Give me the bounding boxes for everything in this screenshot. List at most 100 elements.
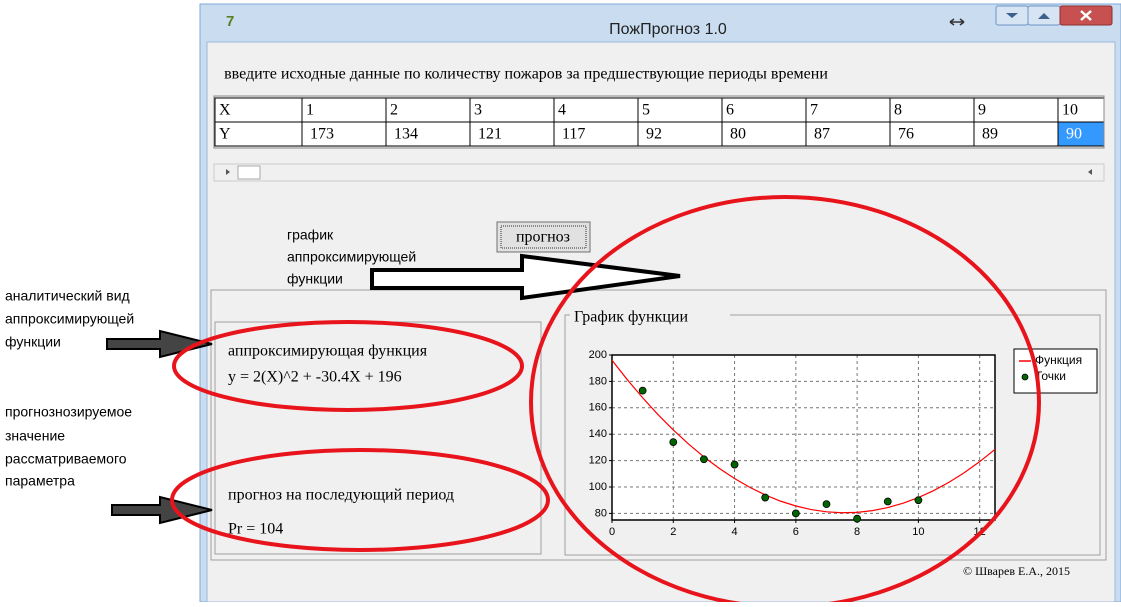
formula-heading: аппроксимирующая функция [228,343,428,360]
cell-text: 10 [1062,102,1078,119]
grid-cell[interactable] [214,121,303,147]
data-point [853,514,862,523]
annotation-line: рассматриваемого [5,451,127,467]
chart-title: График функции [574,309,688,326]
y-tick-label: 200 [589,349,607,361]
scroll-right[interactable] [1088,169,1092,175]
cell-text: 9 [978,102,986,119]
cell-text: 117 [562,126,585,143]
cell-text: 90 [1066,126,1082,143]
grid-cell[interactable] [805,97,891,123]
cell-text: 1 [306,102,314,119]
grid-cell[interactable] [973,97,1059,123]
highlight-ellipse [529,195,1041,607]
y-tick-label: 160 [589,402,607,414]
grid-cell[interactable] [553,121,639,147]
cell-text: 173 [310,126,334,143]
x-tick-label: 4 [731,526,737,538]
grid-cell[interactable] [469,97,555,123]
grid-cell[interactable] [721,121,807,147]
cell-text: X [219,102,231,119]
x-tick-label: 6 [793,526,799,538]
x-tick-label: 8 [854,526,860,538]
button-focus [500,225,587,249]
cell-text: 92 [646,126,662,143]
maximize-glyph [1038,13,1050,19]
grid-cell[interactable] [301,97,387,123]
cell-text: 76 [898,126,914,143]
annotation-line: значение [5,428,65,444]
scrollbar[interactable] [213,163,1105,182]
grid-border [213,95,1105,149]
y-tick-label: 80 [595,507,607,519]
x-tick-label: 2 [670,526,676,538]
grid-cell[interactable] [1057,97,1121,123]
plot-border [611,354,996,521]
caption-line: функции [287,271,343,287]
grid-cell[interactable] [889,121,975,147]
annotation-line: прогнознозируемое [5,404,132,420]
button-label[interactable]: прогноз [516,229,570,246]
legend [1013,348,1098,394]
grid-cell[interactable] [385,121,471,147]
y-tick-label: 100 [589,481,607,493]
lower-panel [210,289,1107,561]
function-line [611,359,996,514]
instruction: введите исходные данные по количеству по… [224,66,828,83]
legend-label: Точки [1035,369,1066,383]
grid-cell[interactable] [721,97,807,123]
grid-cell[interactable] [301,121,387,147]
y-tick-label: 180 [589,375,607,387]
cell-text: 8 [894,102,902,119]
cell-text: 5 [642,102,650,119]
legend-label: Функция [1035,353,1082,367]
app-icon: 7 [226,13,234,30]
data-point [791,509,800,518]
cell-text: 2 [390,102,398,119]
grid-cell[interactable] [637,121,723,147]
cell-text: 87 [814,126,830,143]
grid-cell[interactable] [637,97,723,123]
cell-text: 121 [478,126,502,143]
chart-title-bg [570,306,730,324]
data-point [822,500,831,509]
arrow [370,253,681,301]
data-point [914,496,923,505]
cell-text: 134 [394,126,418,143]
annotation-line: параметра [5,473,75,489]
forecast-value: Pr = 104 [228,521,283,538]
x-tick-label: 0 [609,526,615,538]
forecast-button[interactable] [496,221,591,253]
scroll-left[interactable] [226,169,230,175]
grid-cell[interactable] [1057,121,1121,147]
annotation-line: аналитический вид [5,288,130,304]
data-point [638,386,647,395]
data-point [700,455,708,464]
grid-cell[interactable] [973,121,1059,147]
grid-cell[interactable] [385,97,471,123]
annotation-line: функции [5,334,61,350]
forecast-heading: прогноз на последующий период [228,487,454,504]
cell-text: 7 [810,102,818,119]
data-point [669,438,678,447]
cell-text: Y [219,126,231,143]
highlight-ellipse [170,448,550,552]
y-tick-label: 120 [589,455,607,467]
cell-text: 80 [730,126,746,143]
grid-cell[interactable] [889,97,975,123]
plot-area [612,355,995,520]
caption-line: график [287,227,334,243]
grid-cell[interactable] [805,121,891,147]
scroll-thumb[interactable] [237,165,261,180]
grid-cell[interactable] [214,97,303,123]
arrow [111,495,213,525]
data-grid[interactable]: X 1 2 3 4 5 6 7 8 9 10Y 173 134 121 117 92 80 87 76 89 90 [214,97,1121,147]
minimize-glyph [1006,13,1018,18]
data-point [883,497,892,506]
chart-group [564,314,1101,556]
window-title: ПожПрогноз 1.0 [609,21,727,38]
caption-line: аппроксимирующей [287,249,416,265]
cell-text: 89 [982,126,998,143]
grid-cell[interactable] [553,97,639,123]
